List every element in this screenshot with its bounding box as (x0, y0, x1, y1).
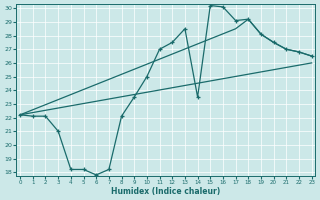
X-axis label: Humidex (Indice chaleur): Humidex (Indice chaleur) (111, 187, 220, 196)
